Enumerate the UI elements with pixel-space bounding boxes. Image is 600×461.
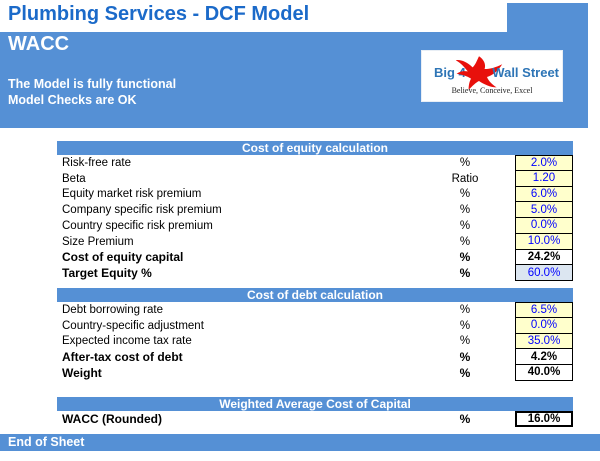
row-unit: % <box>459 412 471 426</box>
value-cell[interactable]: 6.0% <box>515 186 573 203</box>
table-row: After-tax cost of debt% 4.2% <box>57 349 573 365</box>
row-unit: % <box>459 335 471 348</box>
row-unit: % <box>459 204 471 217</box>
row-unit: % <box>459 319 471 332</box>
row-unit: % <box>459 235 471 248</box>
table-row: Country-specific adjustment% 0.0% <box>57 317 573 334</box>
value-cell[interactable]: 0.0% <box>515 218 573 234</box>
row-label: Beta <box>62 172 86 185</box>
brand-logo: Big 4 Wall Street Believe, Conceive, Exc… <box>421 50 563 102</box>
row-label: Target Equity % <box>62 266 152 281</box>
cost-of-equity-section: Cost of equity calculation Risk-free rat… <box>57 141 573 281</box>
value-cell[interactable]: 2.0% <box>515 155 573 171</box>
table-row: Risk-free rate% 2.0% <box>57 155 573 171</box>
section-header: Weighted Average Cost of Capital <box>57 397 573 411</box>
row-unit: % <box>459 266 471 281</box>
table-row: Equity market risk premium% 6.0% <box>57 186 573 203</box>
logo-text-right: Wall Street <box>492 65 559 80</box>
table-row: Country specific risk premium% 0.0% <box>57 218 573 234</box>
logo-tagline: Believe, Conceive, Excel <box>451 86 533 95</box>
logo-text-left: Big 4 <box>434 65 466 80</box>
row-label: Company specific risk premium <box>62 204 222 217</box>
row-unit: % <box>459 156 471 169</box>
row-unit: Ratio <box>451 172 479 185</box>
row-unit: % <box>459 365 471 380</box>
value-cell: 4.2% <box>515 349 573 365</box>
page-title: Plumbing Services - DCF Model <box>8 3 310 25</box>
row-label: Country-specific adjustment <box>62 319 204 332</box>
section-header: Cost of debt calculation <box>57 288 573 302</box>
value-cell[interactable]: 0.0% <box>515 317 573 334</box>
row-label: Weight <box>62 365 102 380</box>
row-unit: % <box>459 188 471 201</box>
row-label: Cost of equity capital <box>62 250 184 265</box>
value-cell[interactable]: 1.20 <box>515 170 573 187</box>
value-cell[interactable]: 6.5% <box>515 302 573 318</box>
value-cell[interactable]: 60.0% <box>515 265 573 281</box>
table-row: Beta Ratio 1.20 <box>57 170 573 187</box>
row-unit: % <box>459 303 471 316</box>
status-message-1: The Model is fully functional <box>8 77 177 91</box>
table-row: Company specific risk premium% 5.0% <box>57 202 573 218</box>
row-unit: % <box>459 350 471 365</box>
section-header: Cost of equity calculation <box>57 141 573 155</box>
row-label: Risk-free rate <box>62 156 132 169</box>
wacc-section: Weighted Average Cost of Capital WACC (R… <box>57 397 573 427</box>
corner-decoration <box>507 3 588 33</box>
table-row: Target Equity %% 60.0% <box>57 265 573 281</box>
value-cell: 24.2% <box>515 249 573 266</box>
table-row: Weight% 40.0% <box>57 365 573 381</box>
end-of-sheet-bar: End of Sheet <box>0 434 600 451</box>
cost-of-debt-section: Cost of debt calculation Debt borrowing … <box>57 288 573 381</box>
status-message-2: Model Checks are OK <box>8 93 137 107</box>
value-cell[interactable]: 5.0% <box>515 202 573 218</box>
row-label: Equity market risk premium <box>62 188 202 201</box>
row-label: Expected income tax rate <box>62 335 192 348</box>
value-cell[interactable]: 10.0% <box>515 233 573 250</box>
table-row: Expected income tax rate% 35.0% <box>57 333 573 350</box>
row-label: After-tax cost of debt <box>62 350 183 365</box>
row-unit: % <box>459 219 471 232</box>
table-row: Size Premium% 10.0% <box>57 233 573 250</box>
row-label: Country specific risk premium <box>62 219 213 232</box>
eagle-icon <box>455 56 503 90</box>
value-cell[interactable]: 35.0% <box>515 333 573 350</box>
table-row: Debt borrowing rate% 6.5% <box>57 302 573 318</box>
row-label: Size Premium <box>62 235 134 248</box>
value-cell: 16.0% <box>515 411 573 427</box>
value-cell: 40.0% <box>515 365 573 381</box>
sheet-title: WACC <box>8 33 70 55</box>
table-row: WACC (Rounded)% 16.0% <box>57 411 573 427</box>
row-unit: % <box>459 250 471 265</box>
table-row: Cost of equity capital% 24.2% <box>57 249 573 266</box>
row-label: Debt borrowing rate <box>62 303 163 316</box>
row-label: WACC (Rounded) <box>62 412 162 426</box>
